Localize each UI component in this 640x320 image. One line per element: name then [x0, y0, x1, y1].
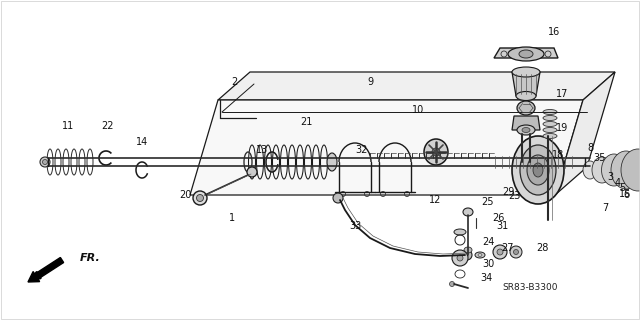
- Text: 28: 28: [536, 243, 548, 253]
- Ellipse shape: [527, 155, 549, 185]
- Polygon shape: [512, 72, 540, 96]
- Ellipse shape: [543, 133, 557, 139]
- Ellipse shape: [247, 167, 257, 177]
- Ellipse shape: [583, 161, 597, 179]
- Text: 10: 10: [412, 105, 424, 115]
- Text: 18: 18: [552, 150, 564, 160]
- Polygon shape: [494, 48, 558, 58]
- Ellipse shape: [602, 154, 627, 186]
- Ellipse shape: [193, 191, 207, 205]
- Text: 24: 24: [482, 237, 494, 247]
- Text: 34: 34: [480, 273, 492, 283]
- Ellipse shape: [543, 109, 557, 115]
- Ellipse shape: [592, 157, 612, 183]
- Text: 29: 29: [502, 187, 514, 197]
- Ellipse shape: [449, 282, 454, 286]
- Ellipse shape: [464, 247, 472, 253]
- Ellipse shape: [40, 157, 50, 167]
- Text: 21: 21: [300, 117, 312, 127]
- Ellipse shape: [196, 195, 204, 202]
- Ellipse shape: [333, 193, 343, 203]
- Ellipse shape: [462, 250, 472, 260]
- Text: 32: 32: [356, 145, 368, 155]
- Text: 8: 8: [587, 143, 593, 153]
- FancyArrow shape: [28, 258, 63, 282]
- Text: 26: 26: [492, 213, 504, 223]
- Text: 23: 23: [508, 191, 520, 201]
- Text: FR.: FR.: [80, 253, 100, 263]
- Text: 2: 2: [231, 77, 237, 87]
- Ellipse shape: [452, 250, 468, 266]
- Text: 30: 30: [482, 259, 494, 269]
- Text: 16: 16: [548, 27, 560, 37]
- Ellipse shape: [513, 250, 518, 254]
- Text: 35: 35: [594, 153, 606, 163]
- Ellipse shape: [510, 246, 522, 258]
- Text: 20: 20: [179, 190, 191, 200]
- Text: 1: 1: [229, 213, 235, 223]
- Ellipse shape: [621, 149, 640, 191]
- Polygon shape: [190, 100, 583, 195]
- Text: 3: 3: [607, 172, 613, 182]
- Text: 14: 14: [136, 137, 148, 147]
- Ellipse shape: [519, 50, 533, 58]
- Ellipse shape: [512, 67, 540, 77]
- Ellipse shape: [522, 127, 530, 132]
- Ellipse shape: [520, 145, 556, 195]
- Ellipse shape: [543, 122, 557, 126]
- Text: 19: 19: [556, 123, 568, 133]
- Ellipse shape: [327, 153, 337, 171]
- Text: 12: 12: [429, 195, 441, 205]
- Ellipse shape: [475, 252, 485, 258]
- Text: 6: 6: [623, 190, 629, 200]
- Text: 11: 11: [62, 121, 74, 131]
- Ellipse shape: [424, 139, 448, 165]
- Text: 7: 7: [602, 203, 608, 213]
- Ellipse shape: [457, 255, 463, 261]
- Text: 5: 5: [619, 183, 625, 193]
- Text: 13: 13: [256, 145, 268, 155]
- Text: 27: 27: [502, 243, 515, 253]
- Ellipse shape: [454, 229, 466, 235]
- Ellipse shape: [42, 159, 47, 164]
- Ellipse shape: [533, 163, 543, 177]
- Ellipse shape: [543, 116, 557, 121]
- Text: 4: 4: [615, 178, 621, 188]
- Ellipse shape: [493, 245, 507, 259]
- Text: 15: 15: [619, 189, 631, 199]
- Text: 25: 25: [482, 197, 494, 207]
- Ellipse shape: [517, 125, 535, 135]
- Polygon shape: [512, 116, 540, 130]
- Text: 33: 33: [349, 221, 361, 231]
- Text: 31: 31: [496, 221, 508, 231]
- Text: 17: 17: [556, 89, 568, 99]
- Ellipse shape: [432, 148, 440, 156]
- Ellipse shape: [516, 92, 536, 100]
- Text: 22: 22: [102, 121, 115, 131]
- Ellipse shape: [543, 127, 557, 132]
- Ellipse shape: [508, 47, 544, 61]
- Polygon shape: [555, 72, 615, 195]
- Text: 9: 9: [367, 77, 373, 87]
- Ellipse shape: [611, 151, 640, 189]
- Polygon shape: [218, 72, 615, 100]
- Ellipse shape: [463, 208, 473, 216]
- Ellipse shape: [517, 101, 535, 115]
- Ellipse shape: [512, 136, 564, 204]
- Text: SR83-B3300: SR83-B3300: [502, 284, 557, 292]
- Ellipse shape: [497, 249, 503, 255]
